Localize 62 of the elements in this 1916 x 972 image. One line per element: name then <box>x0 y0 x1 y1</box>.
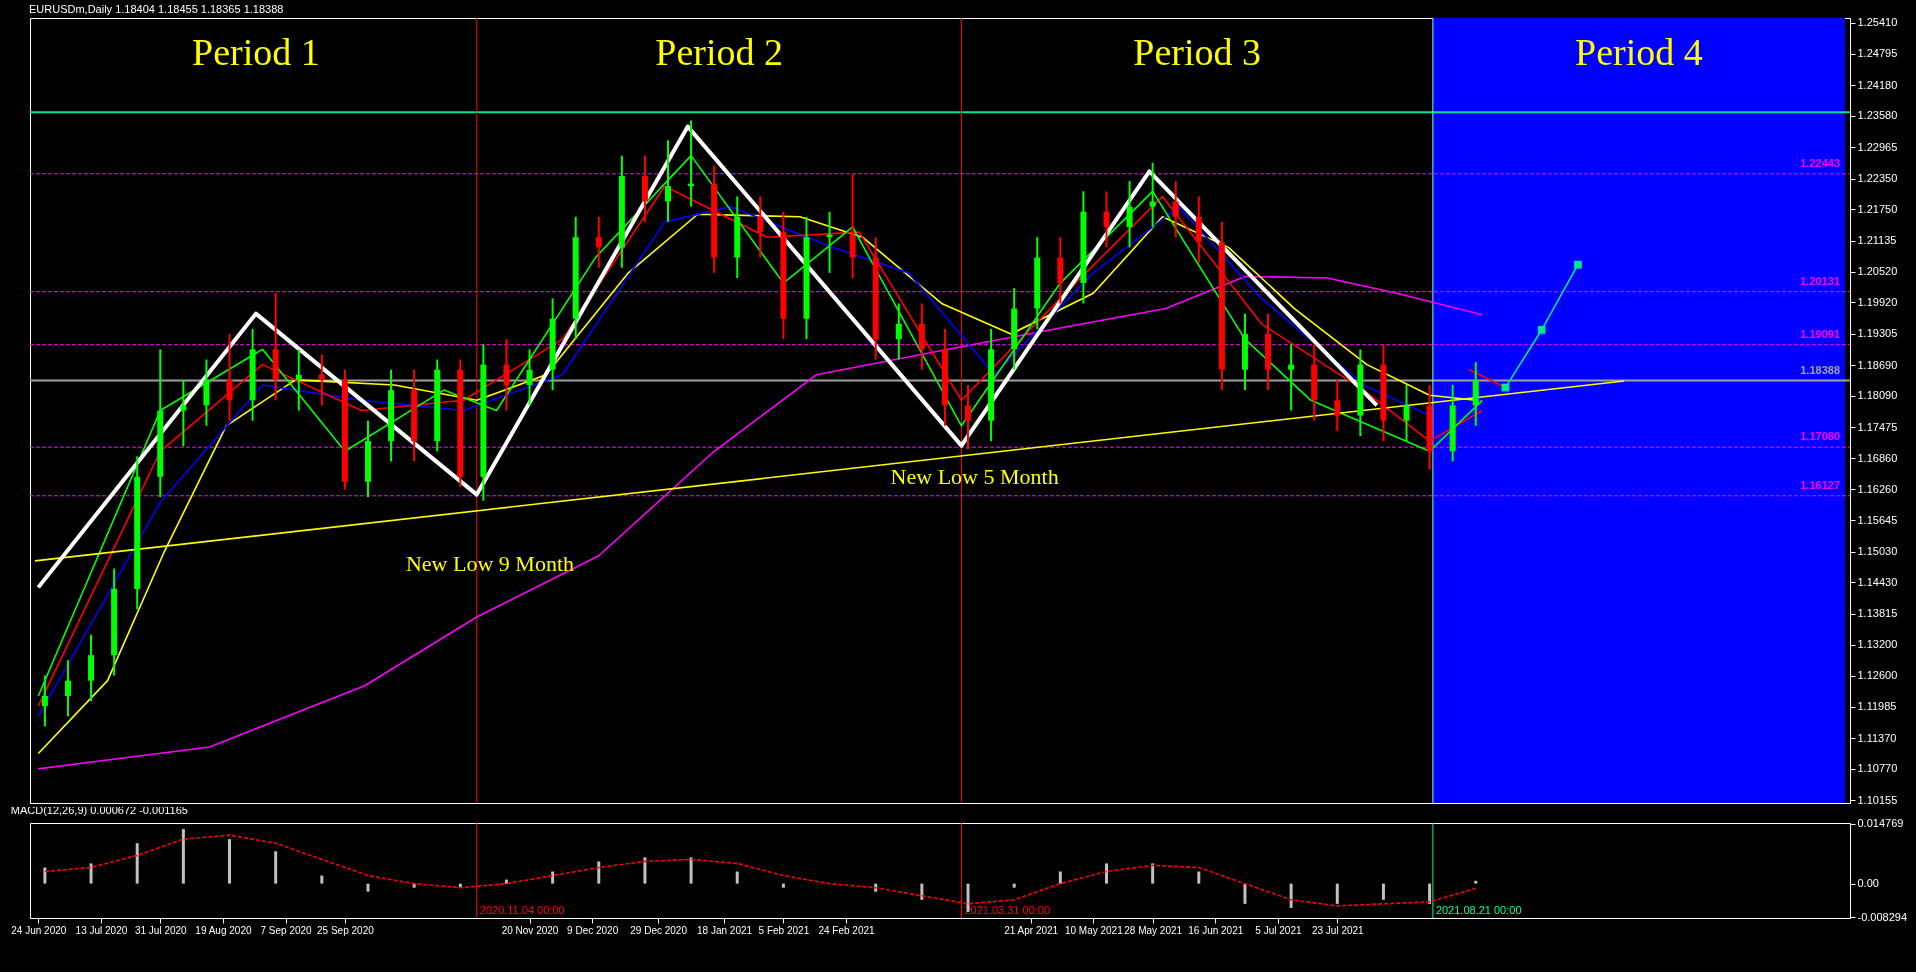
y-tick-label: 1.18690 <box>1857 358 1898 371</box>
y-tick-label: 1.19305 <box>1857 327 1898 340</box>
y-tick-label: 1.21750 <box>1857 202 1898 215</box>
chart-title: EURUSDm,Daily 1.18404 1.18455 1.18365 1.18388 <box>29 2 284 15</box>
y-tick-label: 1.22965 <box>1857 140 1898 153</box>
x-tick-label: 5 Jul 2021 <box>1255 924 1302 936</box>
x-tick-label: 5 Feb 2021 <box>758 924 810 936</box>
chart-title: MACD(12,26,9) 0.000672 -0.001165 <box>10 803 188 816</box>
y-tick-label: 1.11370 <box>1857 731 1897 744</box>
ref-line-label: 1.16127 <box>1800 478 1840 491</box>
y-tick-label: 1.24795 <box>1857 47 1898 60</box>
y-tick-label: 1.23580 <box>1857 109 1898 122</box>
ref-line-label: 2020.11.04 00:00 <box>479 904 565 916</box>
y-tick-label: 1.22350 <box>1857 172 1898 185</box>
ref-line-label: 2021.03.31 00:00 <box>964 904 1051 916</box>
x-tick-label: 23 Jul 2021 <box>1311 924 1365 936</box>
ref-line-label: 1.19091 <box>1800 327 1840 340</box>
y-tick-label: 1.16260 <box>1857 482 1898 495</box>
y-tick-label: 1.10155 <box>1857 793 1898 806</box>
y-tick-label: 1.16860 <box>1857 451 1898 464</box>
y-tick-label: 1.21135 <box>1857 234 1897 246</box>
y-tick-label: 1.13815 <box>1857 607 1898 620</box>
y-tick-label: 1.18090 <box>1857 389 1898 402</box>
y-tick-label: 1.24180 <box>1857 78 1898 91</box>
ref-line-label: 2021.08.21 00:00 <box>1435 904 1522 916</box>
x-tick-label: 19 Aug 2020 <box>195 924 252 936</box>
y-tick-label: 1.25410 <box>1857 16 1898 29</box>
ref-line-label: 1.17080 <box>1800 430 1840 443</box>
x-tick-label: 24 Feb 2021 <box>818 924 876 936</box>
ref-line-label: 1.20131 <box>1800 274 1840 287</box>
y-tick-label: 1.15030 <box>1857 545 1898 558</box>
x-tick-label: 20 Nov 2020 <box>501 924 559 936</box>
y-tick-label: 1.12600 <box>1857 669 1898 682</box>
x-tick-label: 29 Dec 2020 <box>630 924 688 936</box>
x-tick-label: 13 Jul 2020 <box>75 924 128 936</box>
x-tick-label: 16 Jun 2021 <box>1188 924 1244 936</box>
ref-line-label: 1.18388 <box>1800 363 1840 376</box>
x-tick-label: 28 May 2021 <box>1124 924 1183 936</box>
y-tick-label: 1.11985 <box>1857 700 1897 713</box>
y-tick-label: 1.17475 <box>1857 420 1898 433</box>
annotation: Period 3 <box>1133 31 1262 73</box>
y-tick-label: 1.19920 <box>1857 295 1898 308</box>
x-tick-label: 21 Apr 2021 <box>1004 924 1059 936</box>
annotation: Period 1 <box>192 31 320 73</box>
x-tick-label: 25 Sep 2020 <box>317 924 375 936</box>
x-tick-label: 7 Sep 2020 <box>260 924 313 936</box>
y-tick-label: 1.15645 <box>1857 513 1898 526</box>
y-tick-label: 1.14430 <box>1857 575 1898 588</box>
x-tick-label: 9 Dec 2020 <box>567 924 619 936</box>
x-tick-label: 24 Jun 2020 <box>11 924 67 936</box>
x-tick-label: 31 Jul 2020 <box>134 924 188 936</box>
x-tick-label: 18 Jan 2021 <box>697 924 753 936</box>
x-tick-label: 10 May 2021 <box>1064 924 1124 936</box>
annotation: Period 4 <box>1575 31 1703 73</box>
annotation: Period 2 <box>655 31 783 73</box>
y-tick-label: 0.00 <box>1857 877 1879 890</box>
y-tick-label: 1.13200 <box>1857 638 1898 651</box>
y-tick-label: 1.10770 <box>1857 762 1898 775</box>
y-tick-label: 0.014769 <box>1857 817 1904 830</box>
y-tick-label: -0.008294 <box>1857 910 1908 923</box>
y-tick-label: 1.20520 <box>1857 265 1898 278</box>
ref-line-label: 1.22443 <box>1800 156 1840 169</box>
